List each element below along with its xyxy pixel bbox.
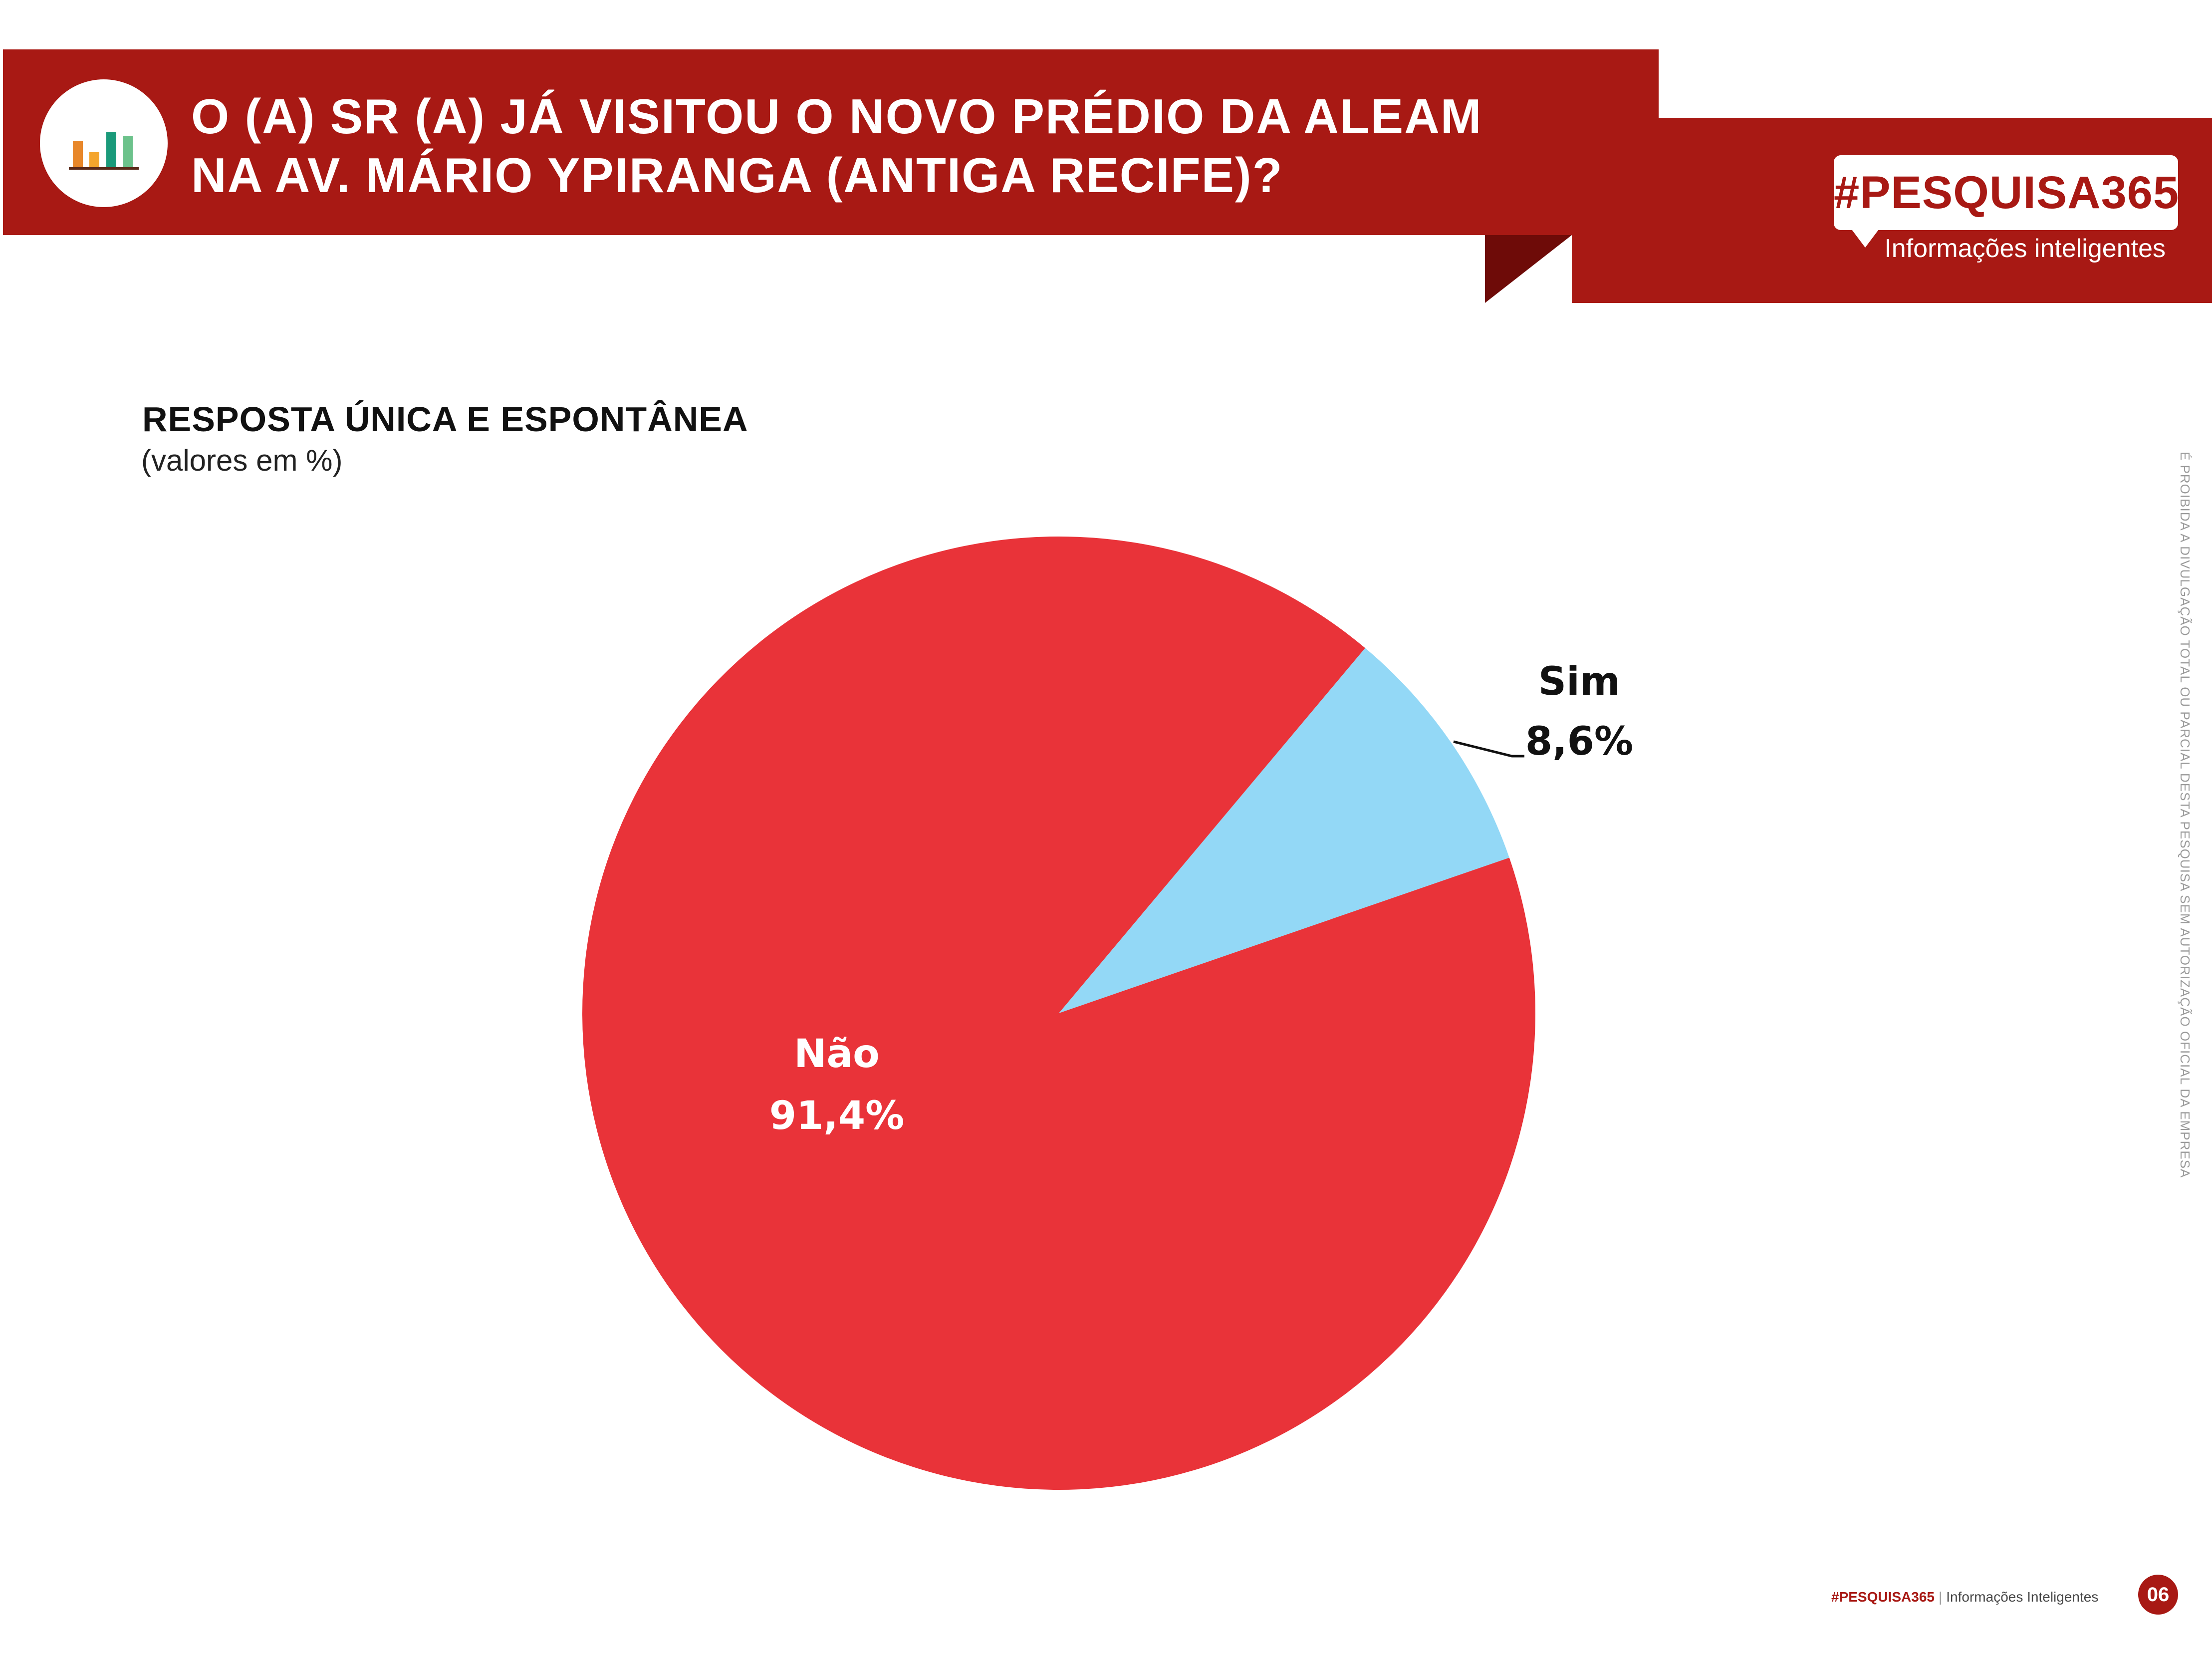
brand-name: #PESQUISA365 xyxy=(1834,167,2180,218)
chart-unit-note: (valores em %) xyxy=(141,444,343,477)
footer: #PESQUISA365 | Informações Inteligentes xyxy=(1831,1582,2131,1612)
brand-badge-tail xyxy=(1850,228,1880,248)
footer-separator: | xyxy=(1939,1589,1943,1605)
pie-slice-n-o xyxy=(582,537,1536,1490)
header-banner xyxy=(3,49,1659,235)
page-title: O (A) SR (A) JÁ VISITOU O NOVO PRÉDIO DA… xyxy=(191,87,1638,205)
pie-slice-sim xyxy=(1059,648,1509,1013)
brand-badge xyxy=(1834,155,2178,230)
brand-tagline: Informações inteligentes xyxy=(1884,234,2166,263)
slice-value-nao: 91,4% xyxy=(769,1094,905,1138)
title-line-2: NA AV. MÁRIO YPIRANGA (ANTIGA RECIFE)? xyxy=(191,148,1283,203)
slice-label-nao: Não xyxy=(794,1032,880,1077)
slice-value-sim: 8,6% xyxy=(1525,719,1633,764)
bar-chart-icon xyxy=(40,79,168,207)
footer-brand: #PESQUISA365 xyxy=(1831,1589,1935,1605)
page-number: 06 xyxy=(2138,1575,2178,1615)
footer-tagline: Informações Inteligentes xyxy=(1946,1589,2099,1605)
chart-subtitle: RESPOSTA ÚNICA E ESPONTÂNEA xyxy=(142,400,748,439)
leader-line-sim xyxy=(1453,740,1524,758)
title-line-1: O (A) SR (A) JÁ VISITOU O NOVO PRÉDIO DA… xyxy=(191,89,1482,144)
slice-label-sim: Sim xyxy=(1538,659,1620,704)
